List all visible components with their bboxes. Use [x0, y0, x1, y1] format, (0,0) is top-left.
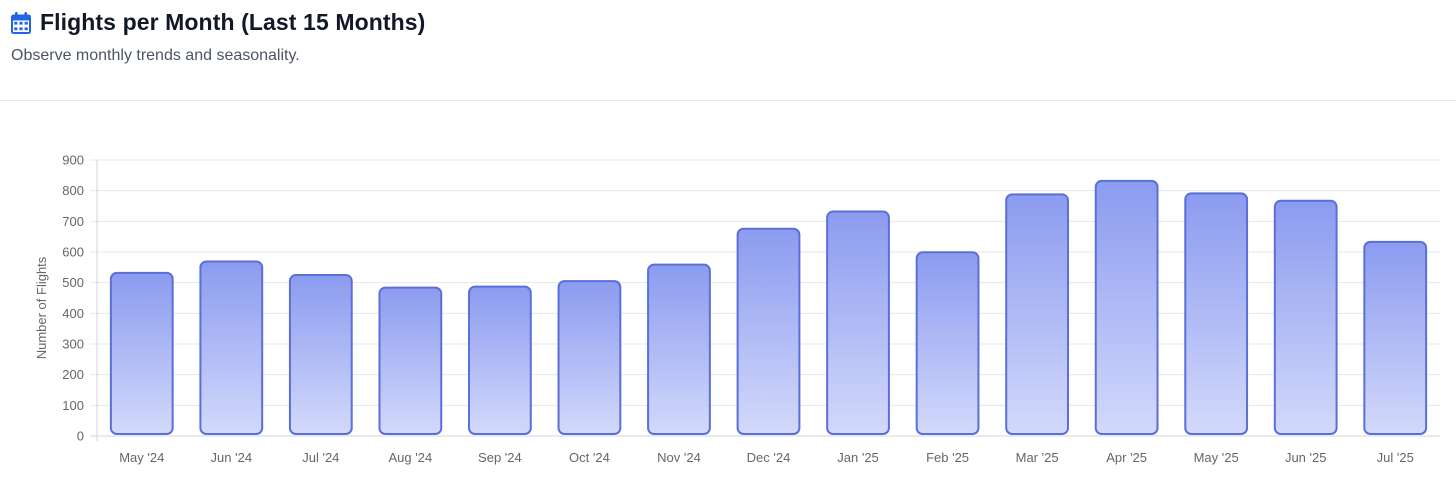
bar[interactable] — [288, 274, 353, 435]
x-tick-label: Jan '25 — [837, 450, 879, 465]
x-tick-label: Aug '24 — [389, 450, 433, 465]
y-tick-label: 700 — [62, 214, 84, 229]
y-tick-label: 300 — [62, 337, 84, 352]
bar[interactable] — [736, 227, 801, 435]
bar[interactable] — [1184, 192, 1249, 435]
chart-subtitle: Observe monthly trends and seasonality. — [11, 47, 300, 64]
x-tick-label: Sep '24 — [478, 450, 522, 465]
y-tick-label: 400 — [62, 306, 84, 321]
bar[interactable] — [1273, 199, 1338, 435]
x-tick-label: Mar '25 — [1016, 450, 1059, 465]
y-axis-ticks: 0 100 200 300 400 500 600 700 800 900 — [62, 153, 84, 444]
bar[interactable] — [378, 286, 443, 435]
y-tick-label: 500 — [62, 275, 84, 290]
x-tick-label: Jun '24 — [211, 450, 253, 465]
x-tick-label: May '25 — [1194, 450, 1239, 465]
x-tick-label: May '24 — [119, 450, 164, 465]
chart-title: Flights per Month (Last 15 Months) — [40, 9, 426, 35]
x-tick-label: Oct '24 — [569, 450, 610, 465]
bar[interactable] — [915, 251, 980, 435]
x-tick-label: Feb '25 — [926, 450, 969, 465]
bar[interactable] — [1363, 240, 1428, 435]
x-tick-label: Apr '25 — [1106, 450, 1147, 465]
x-tick-label: Nov '24 — [657, 450, 701, 465]
x-axis-ticks: May '24 Jun '24 Jul '24 Aug '24 Sep '24 Oct '… — [119, 450, 1414, 465]
x-tick-label: Jul '24 — [302, 450, 339, 465]
y-tick-label: 600 — [62, 245, 84, 260]
bar[interactable] — [199, 260, 264, 435]
calendar-icon — [10, 11, 32, 35]
y-tick-label: 0 — [77, 429, 84, 444]
bar[interactable] — [1094, 179, 1159, 435]
y-axis-title: Number of Flights — [34, 256, 49, 359]
y-tick-label: 800 — [62, 183, 84, 198]
y-tick-label: 900 — [62, 153, 84, 168]
bar[interactable] — [1005, 193, 1069, 435]
x-tick-label: Jul '25 — [1377, 450, 1414, 465]
chart-header: Flights per Month (Last 15 Months) Obser… — [0, 0, 1456, 101]
bar[interactable] — [468, 285, 532, 435]
x-tick-label: Dec '24 — [747, 450, 791, 465]
title-row: Flights per Month (Last 15 Months) — [10, 9, 425, 36]
bar[interactable] — [109, 271, 174, 435]
bar[interactable] — [647, 263, 711, 435]
bar[interactable] — [826, 210, 890, 435]
x-tick-label: Jun '25 — [1285, 450, 1327, 465]
y-tick-label: 200 — [62, 367, 84, 382]
bar[interactable] — [557, 280, 622, 435]
y-tick-label: 100 — [62, 398, 84, 413]
bars — [109, 179, 1428, 435]
